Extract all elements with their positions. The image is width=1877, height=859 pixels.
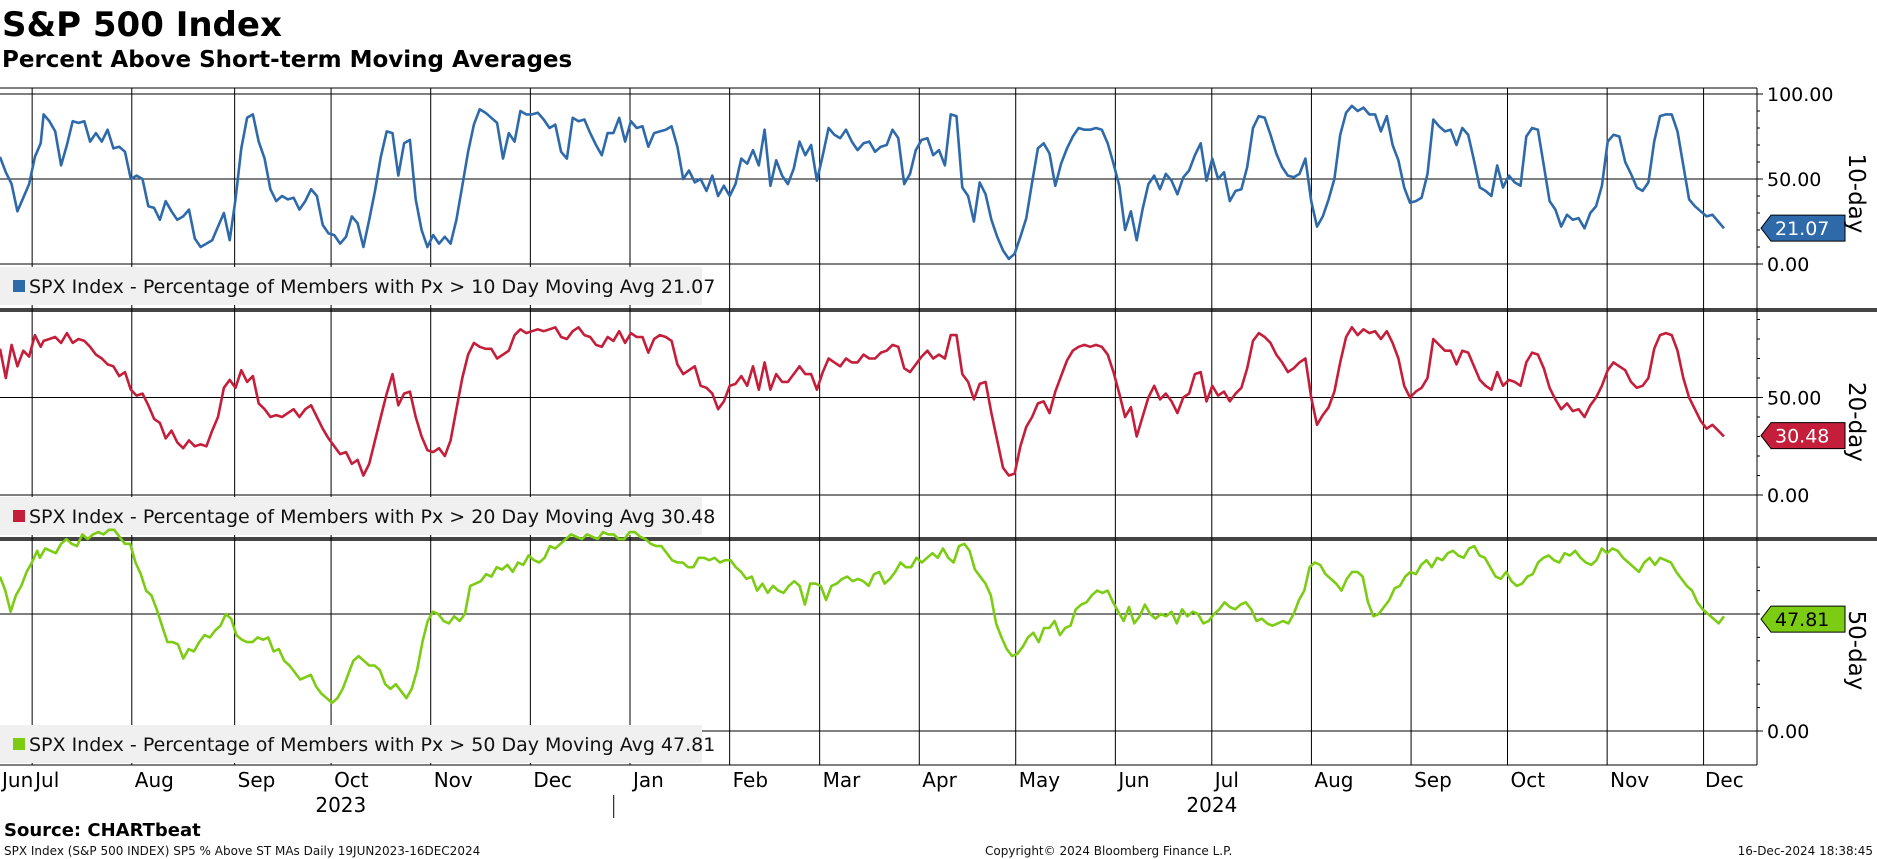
legend-box: [0, 497, 702, 535]
x-month-label: Jun: [1116, 768, 1149, 792]
y-tick-label: 50.00: [1767, 169, 1821, 191]
x-month-label: Apr: [922, 768, 957, 792]
last-value-text: 21.07: [1775, 218, 1829, 240]
last-value-tag: 47.81: [1760, 605, 1846, 633]
legend-swatch: [13, 280, 25, 292]
x-month-label: Jan: [631, 768, 664, 792]
x-axis: Jun Jul Aug Sep Oct Nov Dec Jan Feb Mar Apr May Jun J…: [0, 768, 1744, 818]
x-month-label: Dec: [533, 768, 572, 792]
last-value-badge: [1760, 214, 1846, 242]
series-line-50-day: [0, 528, 1726, 705]
last-value-badge: [1760, 605, 1846, 633]
x-year-label: 2024: [1186, 793, 1237, 817]
panel-50-day: 0.00 47.81 50-day SPX Index - Percentage of…: [0, 528, 1869, 763]
last-value-text: 30.48: [1775, 426, 1829, 448]
x-month-label: Sep: [1414, 768, 1452, 792]
panel-10-day: 100.00 50.00 0.00 21.07 10-day SPX Index - Pe…: [0, 84, 1869, 305]
panel-divider: [0, 537, 1877, 541]
footer-left: SPX Index (S&P 500 INDEX) SP5 % Above ST…: [4, 844, 480, 858]
legend-box: [0, 267, 702, 305]
y-tick-label: 0.00: [1767, 721, 1809, 743]
legend-text: SPX Index - Percentage of Members with P…: [29, 506, 715, 528]
x-year-label: 2023: [315, 793, 366, 817]
x-month-label: Aug: [135, 768, 174, 792]
x-month-label: Jun: [0, 768, 33, 792]
series-line-10-day: [0, 104, 1725, 261]
x-month-label: Nov: [1610, 768, 1649, 792]
legend-text: SPX Index - Percentage of Members with P…: [29, 276, 715, 298]
y-tick-label: 0.00: [1767, 254, 1809, 276]
x-month-label: May: [1019, 768, 1061, 792]
last-value-tag: 21.07: [1760, 214, 1846, 242]
footer-copyright: Copyright© 2024 Bloomberg Finance L.P.: [985, 844, 1232, 858]
chart-subtitle: Percent Above Short-term Moving Averages: [2, 47, 572, 73]
legend-box: [0, 725, 702, 763]
y-tick-label: 0.00: [1767, 485, 1809, 507]
last-value-badge: [1760, 422, 1846, 450]
axis-label-10-day: 10-day: [1843, 154, 1869, 234]
axis-label-50-day: 50-day: [1843, 611, 1869, 691]
last-value-tag: 30.48: [1760, 422, 1846, 450]
y-tick-label: 50.00: [1767, 388, 1821, 410]
x-month-label: Jul: [33, 768, 59, 792]
axis-label-20-day: 20-day: [1843, 382, 1869, 462]
x-month-label: Feb: [733, 768, 768, 792]
x-month-label: Oct: [1511, 768, 1546, 792]
last-value-text: 47.81: [1775, 609, 1829, 631]
chart-title: S&P 500 Index: [2, 5, 282, 45]
panel-divider: [0, 308, 1877, 312]
x-month-label: Oct: [334, 768, 369, 792]
x-month-label: Dec: [1705, 768, 1744, 792]
x-month-label: Jul: [1213, 768, 1239, 792]
x-month-label: Aug: [1314, 768, 1353, 792]
y-tick-label: 100.00: [1767, 84, 1833, 106]
source-note: Source: CHARTbeat: [4, 820, 201, 841]
series-line-20-day: [0, 326, 1725, 477]
month-gridlines: [31, 88, 1705, 765]
legend-text: SPX Index - Percentage of Members with P…: [29, 734, 715, 756]
x-month-label: Mar: [823, 768, 862, 792]
legend-swatch: [13, 738, 25, 750]
panel-20-day: 50.00 0.00 30.48 20-day SPX Index - Percenta…: [0, 319, 1869, 535]
footer-timestamp: 16-Dec-2024 18:38:45: [1738, 844, 1873, 858]
x-month-label: Nov: [434, 768, 473, 792]
x-month-label: Sep: [238, 768, 276, 792]
legend-swatch: [13, 510, 25, 522]
